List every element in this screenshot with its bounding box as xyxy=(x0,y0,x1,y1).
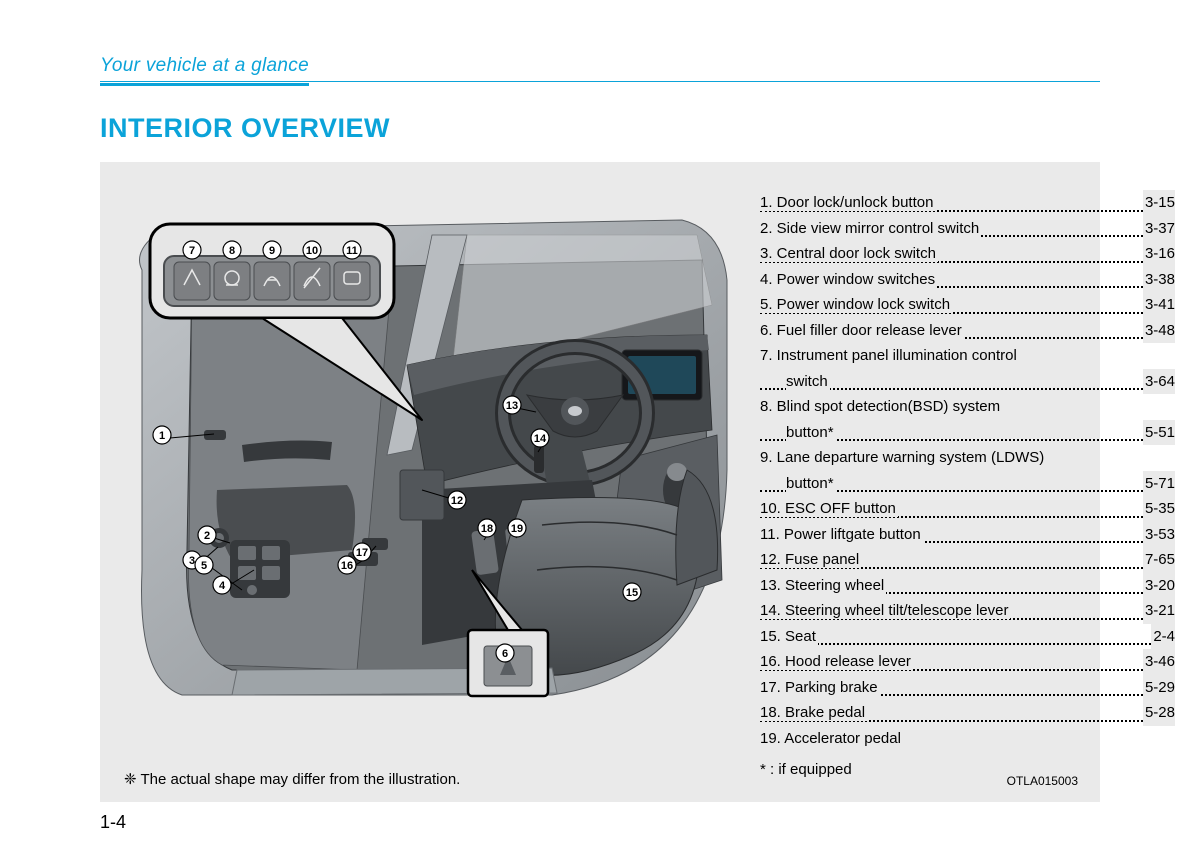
list-item-page: 3-41 xyxy=(1143,292,1175,318)
list-item-label: 7. Instrument panel illumination control xyxy=(760,347,1019,364)
list-item-label: 9. Lane departure warning system (LDWS) xyxy=(760,449,1046,466)
callout-number-7: 7 xyxy=(189,245,195,257)
list-item-label: 5. Power window lock switch xyxy=(760,296,952,313)
list-item-page: 7-65 xyxy=(1143,547,1175,573)
list-item-page: 5-35 xyxy=(1143,496,1175,522)
list-item: 18. Brake pedal 5-28 xyxy=(760,700,1175,726)
list-item: 9. Lane departure warning system (LDWS) b… xyxy=(760,445,1175,496)
list-item-page: 3-48 xyxy=(1143,318,1175,344)
callout-number-19: 19 xyxy=(511,523,523,535)
list-item-page: 3-21 xyxy=(1143,598,1175,624)
list-item: 13. Steering wheel 3-20 xyxy=(760,573,1175,599)
list-item-page: 3-15 xyxy=(1143,190,1175,216)
callout-number-5: 5 xyxy=(201,560,207,572)
main-title: INTERIOR OVERVIEW xyxy=(100,113,1100,144)
list-item-label: 16. Hood release lever xyxy=(760,653,913,670)
list-item: 10. ESC OFF button 5-35 xyxy=(760,496,1175,522)
callout-number-8: 8 xyxy=(229,245,235,257)
list-item-page: 3-38 xyxy=(1143,267,1175,293)
callout-number-17: 17 xyxy=(356,547,368,559)
callout-number-1: 1 xyxy=(159,430,165,442)
list-item: 16. Hood release lever 3-46 xyxy=(760,649,1175,675)
list-item: 19. Accelerator pedal xyxy=(760,726,1175,752)
list-item-page: 5-29 xyxy=(1143,675,1175,701)
parts-list: 1. Door lock/unlock button 3-152. Side v… xyxy=(760,190,1175,783)
list-item-page: 3-37 xyxy=(1143,216,1175,242)
list-item: 5. Power window lock switch 3-41 xyxy=(760,292,1175,318)
list-item-label: 17. Parking brake xyxy=(760,679,880,696)
list-item-label: 18. Brake pedal xyxy=(760,704,867,721)
list-item-page: 5-71 xyxy=(1143,471,1175,497)
list-item: 8. Blind spot detection(BSD) system butto… xyxy=(760,394,1175,445)
callout-number-3: 3 xyxy=(189,555,195,567)
list-item: 15. Seat 2-4 xyxy=(760,624,1175,650)
content-box: 12345678910111213141516171819 1. Door lo… xyxy=(100,162,1100,802)
page-content: Your vehicle at a glance INTERIOR OVERVI… xyxy=(100,55,1100,802)
image-code: OTLA015003 xyxy=(1007,774,1078,788)
list-item-label: 14. Steering wheel tilt/telescope lever xyxy=(760,602,1010,619)
interior-illustration: 12345678910111213141516171819 xyxy=(122,190,732,710)
callout-number-14: 14 xyxy=(534,433,547,445)
list-item-page: 5-28 xyxy=(1143,700,1175,726)
list-item-page: 3-53 xyxy=(1143,522,1175,548)
list-item-label: 2. Side view mirror control switch xyxy=(760,220,981,237)
list-item-label: 3. Central door lock switch xyxy=(760,245,938,262)
list-item-label2: button* xyxy=(786,475,836,492)
callout-number-9: 9 xyxy=(269,245,275,257)
list-item: 4. Power window switches 3-38 xyxy=(760,267,1175,293)
list-item-page: 5-51 xyxy=(1143,420,1175,446)
list-item-label: 15. Seat xyxy=(760,628,818,645)
list-item-page: 3-64 xyxy=(1143,369,1175,395)
list-item: 1. Door lock/unlock button 3-15 xyxy=(760,190,1175,216)
list-item: 11. Power liftgate button 3-53 xyxy=(760,522,1175,548)
callout-number-11: 11 xyxy=(346,245,358,257)
list-item-label: 13. Steering wheel xyxy=(760,577,886,594)
list-item-label: 12. Fuse panel xyxy=(760,551,861,568)
callout-number-18: 18 xyxy=(481,523,493,535)
list-item: 12. Fuse panel 7-65 xyxy=(760,547,1175,573)
list-item: 2. Side view mirror control switch 3-37 xyxy=(760,216,1175,242)
list-item-label: 1. Door lock/unlock button xyxy=(760,194,935,211)
callout-number-6: 6 xyxy=(502,648,508,660)
list-item: 6. Fuel filler door release lever 3-48 xyxy=(760,318,1175,344)
callout-number-10: 10 xyxy=(306,245,318,257)
list-item-page: 3-20 xyxy=(1143,573,1175,599)
list-item-page: 3-46 xyxy=(1143,649,1175,675)
list-item-label: 10. ESC OFF button xyxy=(760,500,898,517)
list-item-page: 2-4 xyxy=(1151,624,1175,650)
callout-number-4: 4 xyxy=(219,580,226,592)
callout-number-16: 16 xyxy=(341,560,353,572)
callout-number-15: 15 xyxy=(626,587,638,599)
section-header: Your vehicle at a glance xyxy=(100,55,309,86)
callout-number-12: 12 xyxy=(451,495,463,507)
callout-number-13: 13 xyxy=(506,400,518,412)
list-item: 3. Central door lock switch 3-16 xyxy=(760,241,1175,267)
illustration-area: 12345678910111213141516171819 xyxy=(122,190,732,710)
list-item-label: 11. Power liftgate button xyxy=(760,526,923,543)
list-item-label: 19. Accelerator pedal xyxy=(760,730,903,747)
list-item-label2: switch xyxy=(786,373,830,390)
list-item-label: 6. Fuel filler door release lever xyxy=(760,322,964,339)
page-number: 1-4 xyxy=(100,812,126,833)
list-item: 7. Instrument panel illumination control… xyxy=(760,343,1175,394)
disclaimer-note: ❈ The actual shape may differ from the i… xyxy=(124,770,460,788)
footnote: * : if equipped xyxy=(760,757,1175,783)
list-item: 17. Parking brake 5-29 xyxy=(760,675,1175,701)
callout-number-2: 2 xyxy=(204,530,210,542)
list-item-page: 3-16 xyxy=(1143,241,1175,267)
list-item-label: 8. Blind spot detection(BSD) system xyxy=(760,398,1002,415)
list-item-label: 4. Power window switches xyxy=(760,271,937,288)
header-wrap: Your vehicle at a glance xyxy=(100,55,1100,85)
list-item-label2: button* xyxy=(786,424,836,441)
list-item: 14. Steering wheel tilt/telescope lever … xyxy=(760,598,1175,624)
